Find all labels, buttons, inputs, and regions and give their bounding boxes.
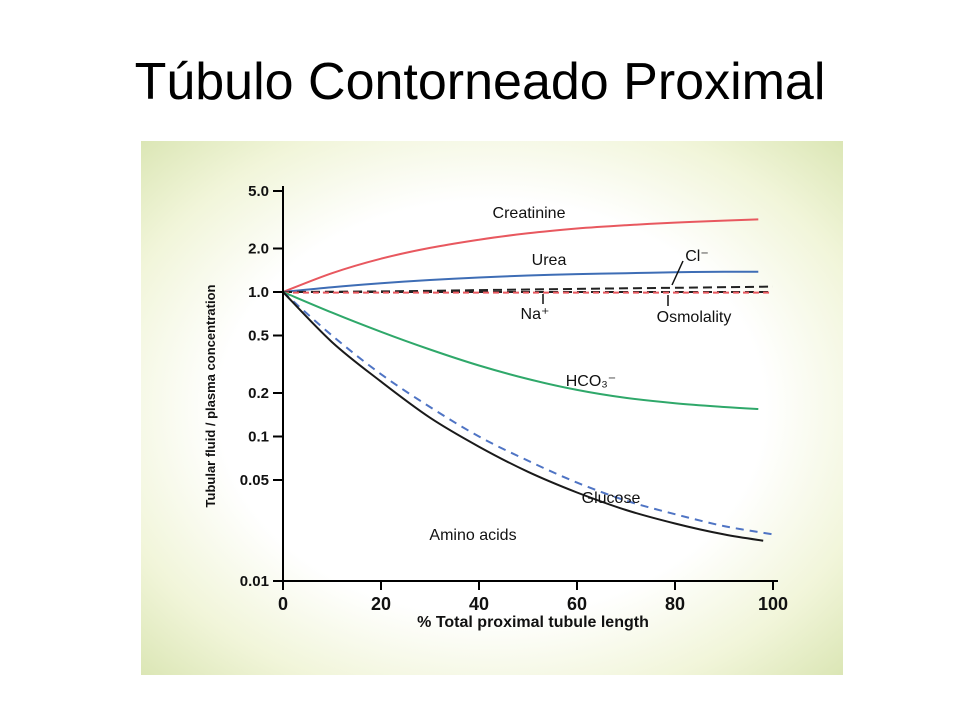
y-tick-label: 0.1 (248, 429, 269, 446)
y-tick-label: 0.05 (240, 472, 269, 489)
series-label-glucose: Glucose (582, 490, 641, 507)
cl-leader-line (671, 260, 684, 286)
series-line-creatinine (282, 218, 759, 293)
y-tick-label: 5.0 (248, 183, 269, 200)
series-line-glucose (282, 291, 774, 536)
x-tick-label: 100 (758, 594, 788, 614)
x-tick-label: 40 (469, 594, 489, 614)
series-line-urea (282, 270, 759, 293)
series-line-hco (282, 291, 759, 410)
x-tick-label: 60 (567, 594, 587, 614)
series-layer (282, 218, 774, 542)
y-axis-label: Tubular fluid / plasma concentration (203, 284, 218, 507)
slide-title: Túbulo Contorneado Proximal (134, 53, 826, 111)
y-tick-label: 2.0 (248, 241, 269, 258)
axis-layer: 5.0 2.0 1.0 0.5 0.2 0.1 0.05 0.01 0 20 40 60 80 100 % … (203, 183, 788, 631)
series-label-amino-acids: Amino acids (429, 527, 516, 544)
series-label-hco: HCO₃⁻ (566, 373, 617, 390)
series-label-na: Na⁺ (521, 306, 550, 323)
y-tick-label: 0.01 (240, 573, 269, 590)
chart-svg: 5.0 2.0 1.0 0.5 0.2 0.1 0.05 0.01 0 20 40 60 80 100 % … (203, 183, 788, 631)
x-tick-label: 0 (278, 594, 288, 614)
y-tick-label: 0.2 (248, 385, 269, 402)
x-tick-label: 20 (371, 594, 391, 614)
series-label-creatinine: Creatinine (493, 205, 566, 222)
y-tick-label: 0.5 (248, 327, 269, 344)
series-label-osmolality: Osmolality (657, 309, 732, 326)
y-tick-label: 1.0 (248, 284, 269, 301)
chart-panel: 5.0 2.0 1.0 0.5 0.2 0.1 0.05 0.01 0 20 40 60 80 100 % … (141, 141, 843, 675)
series-label-urea: Urea (532, 252, 567, 269)
label-layer: Creatinine Urea Cl⁻ Na⁺ Osmolality HCO₃⁻ Gluco… (429, 205, 731, 544)
series-label-cl: Cl⁻ (685, 248, 709, 265)
x-tick-label: 80 (665, 594, 685, 614)
series-line-amino-acids (282, 291, 764, 542)
x-axis-label: % Total proximal tubule length (417, 614, 649, 631)
